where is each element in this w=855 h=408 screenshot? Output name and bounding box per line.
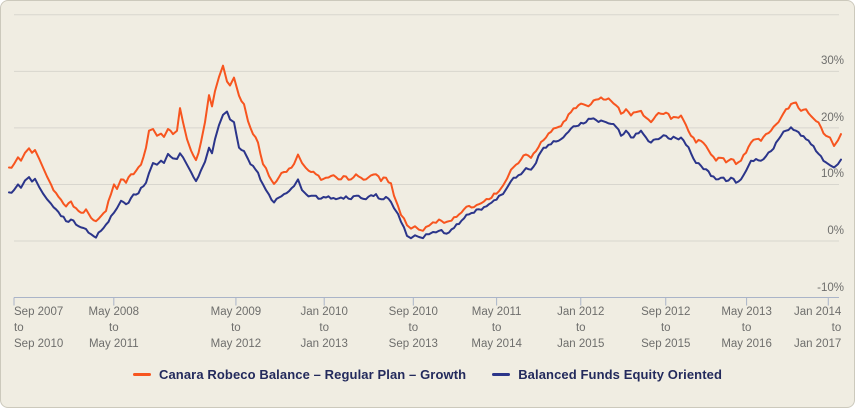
x-axis-label: May 2011 to May 2014 xyxy=(471,306,522,350)
legend-line-swatch-navy xyxy=(492,373,511,376)
x-axis-label: Sep 2007 to Sep 2010 xyxy=(14,306,64,350)
series-line-fund xyxy=(8,64,842,232)
legend-label: Balanced Funds Equity Oriented xyxy=(518,367,722,382)
x-axis-label: Sep 2010 to Sep 2013 xyxy=(388,306,438,350)
legend: Canara Robeco Balance – Regular Plan – G… xyxy=(1,367,854,382)
x-axis-label: Jan 2010 to Jan 2013 xyxy=(300,306,348,350)
x-axis-label: May 2009 to May 2012 xyxy=(210,306,262,350)
y-axis-label: -10% xyxy=(817,281,844,294)
x-axis-label: Sep 2012 to Sep 2015 xyxy=(641,306,691,350)
x-axis-label: May 2013 to May 2016 xyxy=(721,306,772,350)
y-axis-label: 20% xyxy=(820,111,844,124)
y-axis-label: 30% xyxy=(820,55,844,68)
x-axis-label: Jan 2014 to Jan 2017 xyxy=(793,306,842,350)
x-axis-label: Jan 2012 to Jan 2015 xyxy=(557,306,605,350)
legend-label: Canara Robeco Balance – Regular Plan – G… xyxy=(158,367,467,382)
x-axis-label: May 2008 to May 2011 xyxy=(88,306,140,350)
legend-item-canara-robeco-balance[interactable]: Canara Robeco Balance – Regular Plan – G… xyxy=(132,367,467,382)
series-line-category xyxy=(8,110,842,240)
y-axis-label: 0% xyxy=(827,225,844,237)
legend-line-swatch-orange xyxy=(132,373,151,376)
y-axis-label: 10% xyxy=(820,168,844,181)
legend-item-balanced-funds-equity[interactable]: Balanced Funds Equity Oriented xyxy=(492,367,722,382)
